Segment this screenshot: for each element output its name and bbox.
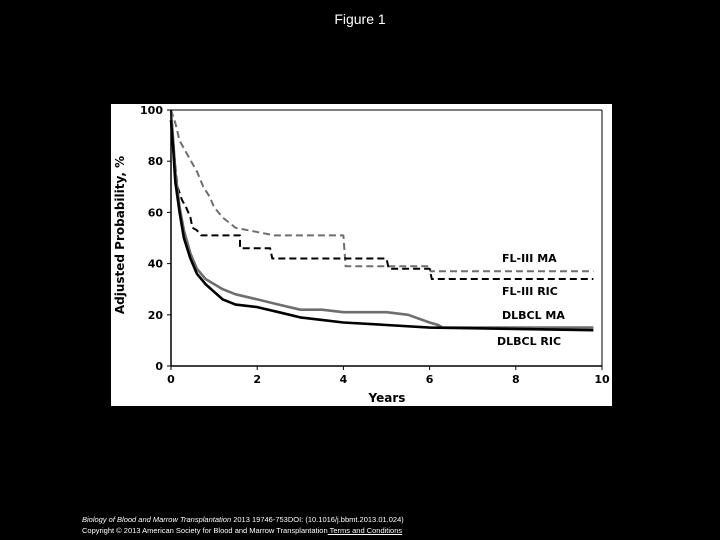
y-tick-label: 80: [148, 155, 164, 168]
series-label-dlbcl-ma: DLBCL MA: [502, 309, 565, 322]
x-tick-label: 6: [426, 373, 434, 386]
citation-footer: Biology of Blood and Marrow Transplantat…: [82, 514, 404, 536]
series-lines: [169, 109, 594, 332]
y-tick-label: 40: [148, 258, 164, 271]
copyright-line: Copyright © 2013 American Society for Bl…: [82, 525, 404, 536]
citation-details: 2013 19746-753DOI: (10.1016/j.bbmt.2013.…: [231, 515, 404, 524]
series-label-dlbcl-ric: DLBCL RIC: [497, 335, 561, 348]
figure-title: Figure 1: [334, 11, 386, 27]
axis-ticks: 0 20 40 60 80 100 0 2 4 6 8 10: [140, 104, 610, 386]
x-axis-label: Years: [368, 391, 406, 405]
series-label-fl-iii-ma: FL-III MA: [502, 252, 557, 265]
citation-line: Biology of Blood and Marrow Transplantat…: [82, 514, 404, 525]
terms-link[interactable]: Terms and Conditions: [327, 526, 403, 535]
x-tick-label: 0: [167, 373, 175, 386]
journal-name: Biology of Blood and Marrow Transplantat…: [82, 515, 232, 524]
x-tick-label: 10: [594, 373, 610, 386]
survival-chart: 0 20 40 60 80 100 0 2 4 6 8 10 Years Adjusted Proba…: [113, 104, 610, 405]
series-line-fl-iii-ma: [170, 109, 594, 273]
copyright-text: Copyright © 2013 American Society for Bl…: [82, 526, 328, 535]
x-tick-label: 8: [512, 373, 520, 386]
y-axis-label: Adjusted Probability, %: [113, 156, 127, 314]
y-tick-label: 20: [148, 309, 164, 322]
y-tick-label: 0: [155, 360, 163, 373]
x-tick-label: 2: [253, 373, 261, 386]
y-tick-label: 60: [148, 206, 164, 219]
series-line-dlbcl-ric: [169, 120, 594, 332]
x-tick-label: 4: [340, 373, 348, 386]
y-tick-label: 100: [140, 104, 163, 117]
series-label-fl-iii-ric: FL-III RIC: [502, 285, 558, 298]
chart-panel: 0 20 40 60 80 100 0 2 4 6 8 10 Years Adjusted Proba…: [111, 104, 612, 406]
